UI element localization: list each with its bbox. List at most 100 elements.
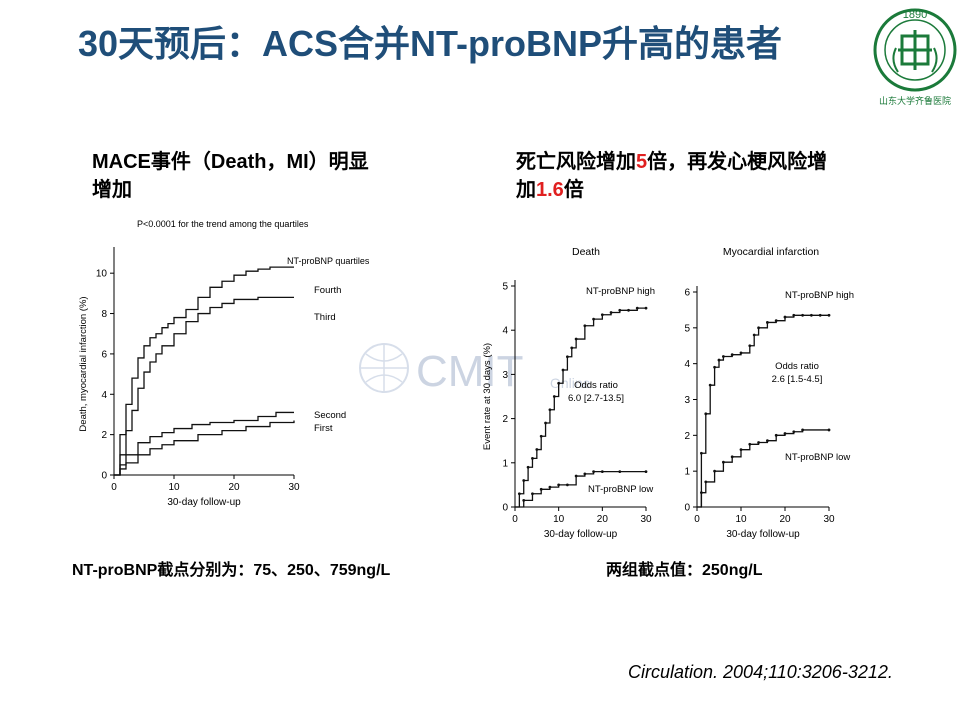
data-point <box>618 308 622 312</box>
x-tick-label: 30 <box>640 514 652 525</box>
series-line-4 <box>114 420 295 476</box>
x-tick-label: 0 <box>111 482 117 493</box>
x-tick-label: 30 <box>288 482 300 493</box>
x-axis-label: 30-day follow-up <box>167 497 241 508</box>
data-point <box>827 428 831 432</box>
data-point <box>783 432 787 435</box>
data-point <box>704 412 708 416</box>
data-point <box>766 321 769 324</box>
data-point <box>713 365 716 369</box>
data-point <box>810 313 813 317</box>
x-tick-label: 10 <box>553 514 565 525</box>
y-tick-label: 6 <box>684 288 690 299</box>
series-line-1 <box>114 266 294 476</box>
data-point <box>717 358 721 362</box>
data-point <box>517 492 521 496</box>
data-point <box>783 315 787 319</box>
odds-ratio-label: Odds ratio <box>574 380 618 391</box>
data-point <box>739 448 743 452</box>
data-point <box>644 306 648 310</box>
series-line-2 <box>697 429 829 508</box>
data-point <box>566 483 569 487</box>
right-cutoff-text: 两组截点值：250ng/L <box>606 562 763 579</box>
y-tick-label: 10 <box>96 269 108 280</box>
chart-death: 0 10 20 30 0 1 2 3 4 5 30-day follow-up Event rate … <box>482 246 655 540</box>
data-point <box>792 313 796 317</box>
data-point <box>635 306 639 310</box>
x-tick-label: 20 <box>597 514 609 525</box>
odds-ratio-value: 2.6 [1.5-4.5] <box>772 374 823 385</box>
data-point <box>752 333 756 337</box>
data-point <box>535 448 539 451</box>
data-point <box>700 451 703 455</box>
data-point <box>552 395 556 398</box>
chart-title: Myocardial infarction <box>723 246 819 258</box>
legend-title: NT-proBNP quartiles <box>287 256 370 266</box>
series-label: NT-proBNP high <box>785 290 854 301</box>
chart-quartiles: 0 10 20 30 0 2 4 6 8 10 30-day follow-up Death, myo… <box>78 219 370 508</box>
data-point <box>713 469 716 473</box>
y-tick-label: 2 <box>684 431 690 442</box>
x-tick-label: 10 <box>735 514 747 525</box>
data-point <box>801 428 804 432</box>
data-point <box>539 434 543 438</box>
left-cutoff-text: NT-proBNP截点分别为：75、250、759ng/L <box>72 562 391 579</box>
y-tick-label: 0 <box>502 503 508 514</box>
series-line-2 <box>114 296 294 476</box>
hospital-logo: 1890 山东大学齐鲁医院 <box>873 8 957 106</box>
data-point <box>774 433 778 437</box>
series-line-3 <box>114 411 294 476</box>
chart-title: P<0.0001 for the trend among the quartil… <box>137 219 309 229</box>
chart-mi: 0 10 20 30 0 1 2 3 4 5 6 30-day follow-up Myocardial… <box>684 246 854 540</box>
y-tick-label: 3 <box>502 370 508 381</box>
y-tick-label: 1 <box>684 467 690 478</box>
series-label: NT-proBNP low <box>588 484 653 495</box>
x-tick-label: 20 <box>228 482 240 493</box>
y-tick-label: 5 <box>684 323 690 334</box>
data-point <box>557 381 561 385</box>
data-point <box>600 313 604 317</box>
series-label: Third <box>314 312 336 323</box>
series-label: NT-proBNP high <box>586 286 655 297</box>
y-tick-label: 4 <box>684 359 690 370</box>
data-point <box>600 470 604 474</box>
data-point <box>583 324 587 328</box>
right-note: 死亡风险增加5倍，再发心梗风险增加1.6倍 <box>516 151 828 201</box>
data-point <box>531 492 534 496</box>
data-point <box>722 355 725 358</box>
data-point <box>609 311 613 314</box>
data-point <box>548 408 552 412</box>
y-tick-label: 8 <box>101 309 107 320</box>
data-point <box>730 353 734 357</box>
series-label: Second <box>314 410 346 421</box>
svg-text:CMIT: CMIT <box>416 347 524 396</box>
data-point <box>557 483 561 487</box>
data-point <box>748 442 752 446</box>
y-tick-label: 6 <box>101 349 107 360</box>
data-point <box>766 439 769 443</box>
data-point <box>774 319 778 323</box>
data-point <box>539 487 543 491</box>
data-point <box>574 474 578 478</box>
odds-ratio-value: 6.0 [2.7-13.5] <box>568 393 624 404</box>
series-line-1 <box>515 307 646 508</box>
x-tick-label: 0 <box>512 514 518 525</box>
cmit-watermark: CMIT Online <box>356 340 616 400</box>
data-point <box>570 346 574 350</box>
x-tick-label: 30 <box>823 514 835 525</box>
data-point <box>531 456 534 460</box>
data-point <box>592 470 595 474</box>
data-point <box>757 326 760 330</box>
x-tick-label: 10 <box>168 482 180 493</box>
odds-ratio-label: Odds ratio <box>775 361 819 372</box>
data-point <box>792 430 796 434</box>
y-tick-label: 3 <box>684 395 690 406</box>
y-axis-label: Death, myocardial infarction (%) <box>78 296 89 431</box>
data-point <box>618 470 622 474</box>
series-label: Fourth <box>314 285 341 296</box>
data-point <box>700 491 703 495</box>
data-point <box>544 421 547 425</box>
y-tick-label: 0 <box>684 503 690 514</box>
chart-title: Death <box>572 246 600 258</box>
data-point <box>644 470 648 474</box>
